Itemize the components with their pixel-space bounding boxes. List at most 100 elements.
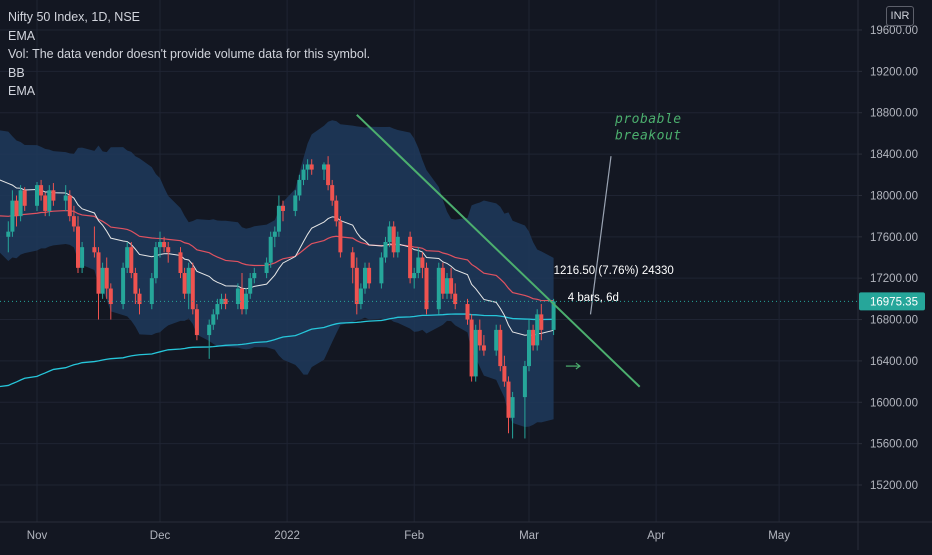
- candle-body: [494, 329, 499, 351]
- candle-body: [264, 262, 269, 274]
- candle-body: [498, 329, 503, 367]
- candle-body: [293, 195, 298, 211]
- candle-body: [186, 267, 191, 294]
- candle-body: [379, 257, 384, 284]
- candle-body: [71, 216, 76, 227]
- candle-body: [18, 190, 23, 217]
- candle-body: [420, 257, 425, 268]
- bb-indicator-label[interactable]: BB: [8, 65, 25, 80]
- candle-body: [51, 190, 56, 201]
- candle-body: [465, 304, 470, 320]
- annotation-line1: probable: [614, 112, 682, 127]
- y-tick-label: 18800.00: [870, 108, 918, 120]
- candle-body: [440, 267, 445, 294]
- candle-body: [551, 301, 556, 330]
- candle-body: [363, 267, 367, 289]
- candle-body: [383, 241, 388, 258]
- volume-indicator-label[interactable]: Vol: The data vendor doesn't provide vol…: [8, 47, 371, 61]
- candle-body: [240, 288, 244, 310]
- x-tick-label: Nov: [27, 530, 48, 542]
- candle-body: [469, 319, 474, 377]
- candle-body: [531, 329, 536, 346]
- candle-body: [194, 309, 199, 336]
- y-tick-label: 16000.00: [870, 397, 918, 409]
- ema-indicator-label[interactable]: EMA: [8, 28, 36, 43]
- candle-body: [100, 267, 105, 294]
- candle-body: [309, 164, 314, 170]
- candle-body: [137, 293, 142, 305]
- candle-body: [387, 226, 392, 242]
- candle-body: [506, 381, 511, 418]
- candle-body: [149, 278, 154, 305]
- x-tick-label: Mar: [519, 530, 539, 542]
- y-tick-label: 19600.00: [870, 25, 918, 37]
- candle-body: [43, 195, 48, 211]
- candle-body: [108, 288, 113, 305]
- candle-body: [67, 195, 72, 217]
- currency-badge[interactable]: INR: [886, 6, 914, 26]
- candle-body: [10, 200, 15, 232]
- candle-body: [22, 190, 27, 206]
- y-tick-label: 16800.00: [870, 315, 918, 327]
- candle-body: [14, 200, 19, 217]
- x-tick-label: Apr: [647, 530, 665, 542]
- candle-body: [35, 185, 39, 206]
- candle-body: [92, 247, 97, 253]
- ema-long-line: [0, 313, 554, 388]
- candle-body: [166, 247, 171, 253]
- last-price-badge: [859, 292, 925, 311]
- candle-body: [190, 267, 195, 310]
- trendline: [356, 114, 641, 388]
- candle-body: [539, 314, 544, 330]
- candle-body: [178, 252, 183, 274]
- bollinger-band-fill: [0, 120, 554, 428]
- y-tick-label: 16400.00: [870, 356, 918, 368]
- y-tick-label: 19200.00: [870, 66, 918, 78]
- x-tick-label: 2022: [274, 530, 300, 542]
- measure-label: 1216.50 (7.76%) 24330: [554, 265, 674, 277]
- candle-body: [473, 329, 478, 377]
- candle-body: [527, 329, 531, 367]
- candle-body: [215, 304, 220, 315]
- y-tick-label: 18400.00: [870, 149, 918, 161]
- candle-body: [449, 278, 454, 294]
- candle-body: [391, 226, 396, 253]
- candle-body: [281, 205, 285, 211]
- candle-body: [104, 267, 109, 289]
- candle-body: [80, 247, 85, 268]
- candle-body: [412, 273, 417, 279]
- last-price-label: 16975.35: [870, 296, 918, 308]
- y-tick-label: 18000.00: [870, 190, 918, 202]
- candle-body: [39, 185, 44, 196]
- candle-body: [211, 314, 216, 325]
- arrow-marker-head: [575, 362, 581, 370]
- candle-body: [182, 273, 187, 294]
- candle-body: [354, 267, 359, 305]
- candle-body: [276, 205, 281, 232]
- projection-line: [589, 156, 612, 315]
- x-tick-label: Dec: [150, 530, 171, 542]
- y-tick-label: 15600.00: [870, 439, 918, 451]
- x-tick-label: May: [768, 530, 790, 542]
- y-tick-label: 17600.00: [870, 232, 918, 244]
- candle-body: [436, 267, 441, 310]
- candle-body: [301, 169, 306, 180]
- candle-body: [272, 231, 277, 237]
- measure-sub-label: 4 bars, 6d: [568, 292, 619, 304]
- candle-body: [125, 247, 130, 268]
- candle-body: [121, 267, 126, 305]
- symbol-title[interactable]: Nifty 50 Index, 1D, NSE: [8, 10, 141, 24]
- candle-body: [207, 324, 212, 336]
- candle-body: [219, 298, 224, 305]
- ema-short-line: [0, 179, 554, 337]
- candle-body: [244, 293, 249, 310]
- candle-body: [334, 200, 339, 222]
- candle-body: [47, 190, 52, 211]
- candle-body: [297, 179, 302, 196]
- ema2-indicator-label[interactable]: EMA: [8, 84, 36, 98]
- candle-body: [322, 164, 326, 170]
- candle-body: [395, 236, 400, 253]
- y-tick-label: 17200.00: [870, 273, 918, 285]
